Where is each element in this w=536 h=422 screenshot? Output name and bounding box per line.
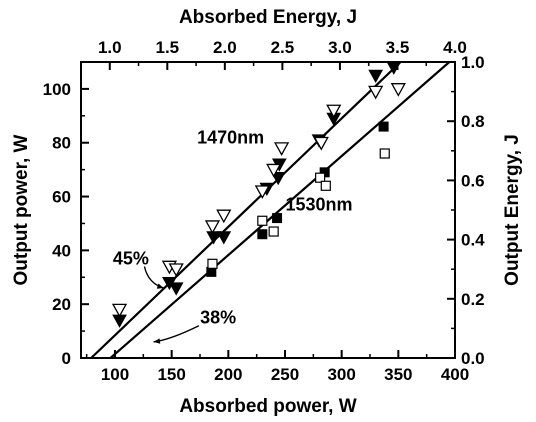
x-tick-label: 100 — [101, 365, 129, 384]
open-square-marker — [379, 148, 390, 159]
x-tick-label: 250 — [271, 365, 299, 384]
fit-line — [109, 61, 451, 359]
x2-tick-label: 2.0 — [213, 38, 237, 57]
x-tick-label: 350 — [384, 365, 412, 384]
open-triangle-marker — [204, 220, 221, 234]
y2-axis-title: Output Energy, J — [502, 134, 523, 286]
y-axis-title: Output power, W — [11, 134, 32, 285]
filled-square-marker — [272, 213, 283, 224]
filled-triangle-marker — [216, 231, 232, 245]
open-triangle-marker — [168, 263, 184, 278]
x-tick-label: 300 — [327, 365, 355, 384]
arrow-head — [156, 283, 164, 289]
filled-triangle-marker — [368, 69, 384, 83]
y2-tick-label: 0.2 — [461, 290, 485, 309]
open-triangle-marker — [326, 104, 342, 119]
open-triangle-marker — [254, 185, 270, 200]
y-tick-label: 100 — [43, 80, 71, 99]
x2-tick-label: 1.0 — [98, 38, 122, 57]
y-tick-label: 80 — [52, 134, 71, 153]
open-triangle-marker — [273, 142, 290, 156]
open-triangle-marker — [111, 303, 128, 318]
x2-axis-title: Absorbed Energy, J — [179, 7, 357, 28]
x-tick-label: 400 — [441, 365, 469, 384]
open-square-marker — [268, 226, 279, 237]
open-square-marker — [257, 215, 268, 226]
open-square-marker — [207, 258, 218, 269]
x2-tick-label: 3.5 — [386, 38, 410, 57]
fit-lines — [90, 61, 451, 359]
y2-tick-label: 0.8 — [461, 112, 485, 131]
leader-line — [143, 266, 164, 289]
open-triangle-marker — [216, 209, 232, 224]
leader-arrows — [143, 266, 200, 344]
y-tick-label: 20 — [52, 295, 71, 314]
annotation-38-percent: 38% — [200, 308, 236, 328]
annotations: 1470nm 1530nm 45% 38% — [113, 127, 353, 344]
arrow-head — [153, 338, 161, 344]
y2-tick-label: 0.6 — [461, 171, 485, 190]
filled-square-marker — [378, 121, 389, 132]
y2-tick-label: 1.0 — [461, 53, 485, 72]
annotation-1530nm: 1530nm — [285, 195, 352, 215]
x-axis-title: Absorbed power, W — [179, 396, 356, 417]
data-markers — [111, 61, 406, 328]
annotation-45-percent: 45% — [113, 248, 149, 268]
filled-triangle-marker — [386, 61, 402, 75]
open-triangle-marker — [368, 85, 384, 100]
filled-triangle-marker — [168, 282, 184, 296]
annotation-1470nm: 1470nm — [197, 127, 264, 147]
y2-tick-label: 0.4 — [461, 231, 485, 250]
open-square-marker — [320, 180, 331, 191]
x2-tick-label: 1.5 — [155, 38, 179, 57]
open-square-marker — [315, 172, 326, 183]
y2-tick-label: 0.0 — [461, 349, 485, 368]
x2-tick-label: 3.0 — [328, 38, 352, 57]
filled-triangle-marker — [270, 172, 286, 186]
y-tick-label: 60 — [52, 188, 71, 207]
y-tick-label: 40 — [52, 241, 71, 260]
x-tick-label: 150 — [157, 365, 185, 384]
fit-line — [90, 61, 402, 359]
filled-square-marker — [257, 229, 268, 240]
open-triangle-marker — [313, 136, 329, 151]
x2-tick-label: 2.5 — [271, 38, 295, 57]
leader-line — [153, 325, 200, 343]
x-tick-label: 200 — [214, 365, 242, 384]
axis-titles: Absorbed power, W Absorbed Energy, J Out… — [11, 7, 523, 417]
open-triangle-marker — [390, 83, 406, 97]
y-tick-label: 0 — [62, 349, 71, 368]
open-triangle-marker — [266, 163, 282, 178]
x2-tick-label: 4.0 — [443, 38, 467, 57]
